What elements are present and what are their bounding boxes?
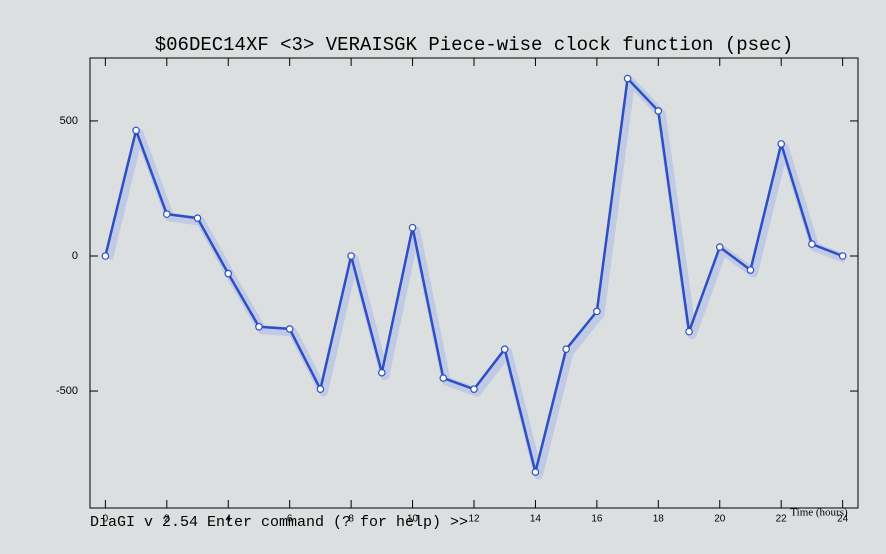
x-tick-label: 8 [348,514,354,525]
point [838,252,847,260]
point [224,269,233,278]
x-tick-label: 16 [591,514,603,525]
point [777,140,786,148]
point [808,240,816,248]
point [255,322,263,331]
x-axis-label: Time (hours) [790,507,848,519]
x-tick-label: 6 [287,514,293,525]
point [193,214,202,222]
point [562,345,570,353]
point [685,327,693,336]
point [470,385,478,393]
x-tick-label: 4 [225,514,231,525]
point [500,345,509,353]
point [408,223,417,232]
x-tick-label: 14 [530,514,542,525]
x-tick-label: 20 [714,514,726,525]
x-tick-label: 2 [164,514,170,525]
point [654,107,663,115]
x-tick-label: 10 [407,514,419,525]
x-tick-label: 12 [468,514,480,525]
x-tick-label: 24 [837,514,849,525]
point [531,468,540,476]
y-tick-label: -500 [56,385,78,397]
x-tick-label: 0 [103,514,109,525]
point [593,307,601,316]
point [316,385,325,393]
chart-title: $06DEC14XF <3> VERAISGK Piece-wise clock… [155,34,794,56]
x-tick-label: 18 [653,514,665,525]
point [623,74,632,83]
point [378,368,386,377]
y-tick-label: 0 [72,250,78,262]
point [439,374,448,382]
point [285,325,294,333]
point [746,266,755,274]
point [715,243,724,251]
x-tick-label: 22 [776,514,788,525]
point [347,252,355,260]
point [132,126,140,135]
point [163,210,171,218]
y-tick-label: 500 [60,115,78,127]
status-line[interactable]: DiaGI v 2.54 Enter command (? for help) … [90,514,468,531]
point [101,252,110,260]
